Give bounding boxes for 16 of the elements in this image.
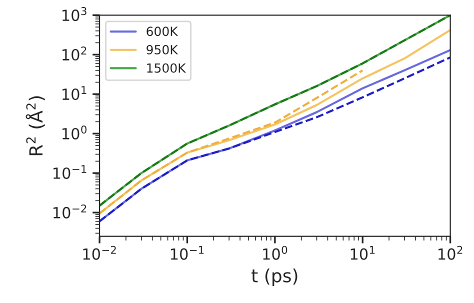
x-tick-label: 10$^{0}$ — [263, 246, 288, 260]
y-tick-label: 10$^{0}$ — [62, 126, 87, 140]
y-tick-label: 10$^{−1}$ — [54, 165, 86, 179]
y-tick-label: 10$^{−2}$ — [54, 204, 86, 218]
x-tick-label: 10$^{−2}$ — [83, 246, 116, 260]
y-tick-label: 10$^{2}$ — [62, 46, 86, 61]
legend-label: 950K — [146, 44, 178, 54]
x-tick-label: 10$^{1}$ — [350, 246, 375, 260]
y-tick-label: 10$^{3}$ — [62, 7, 86, 22]
y-axis-title: R$^{2}$ (Å$^{2}$) — [26, 96, 45, 156]
x-tick-label: 10$^{2}$ — [438, 246, 462, 260]
legend-label: 600K — [146, 26, 178, 36]
x-tick-label: 10$^{−1}$ — [170, 246, 204, 260]
x-axis-title: t (ps) — [252, 268, 298, 286]
y-tick-label: 10$^{1}$ — [62, 86, 86, 100]
legend-label: 1500K — [147, 63, 186, 73]
